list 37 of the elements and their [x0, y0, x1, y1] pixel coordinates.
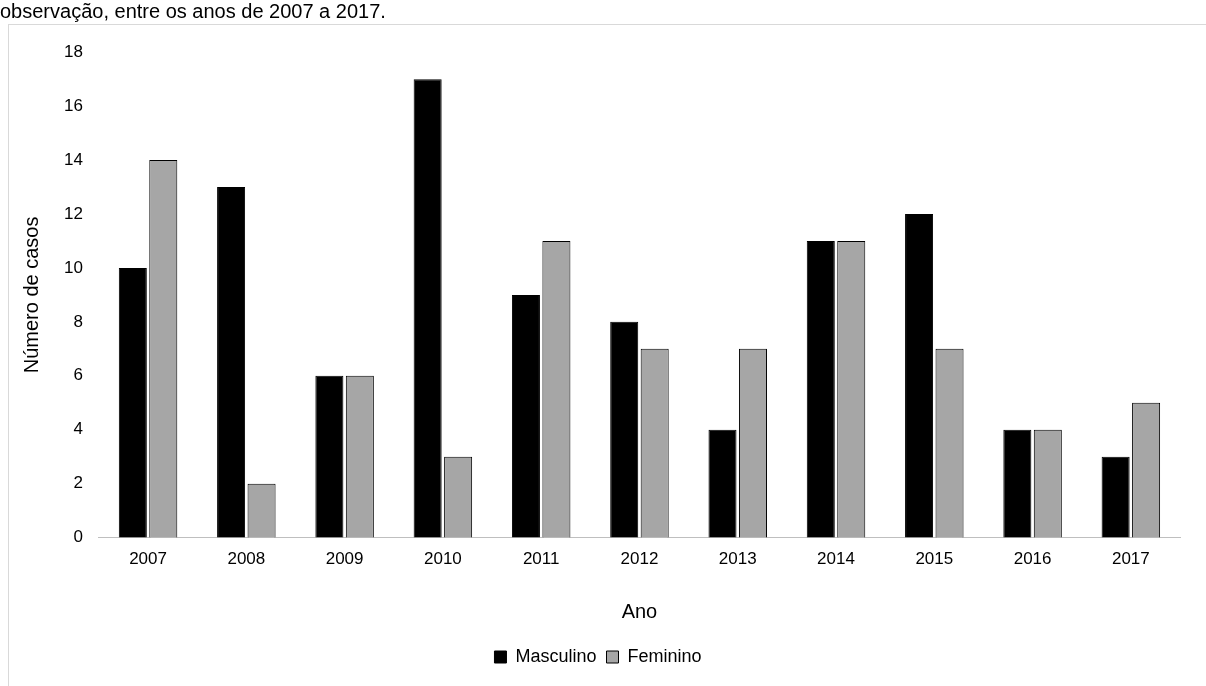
- x-tick-label: 2015: [915, 549, 954, 569]
- x-tick-label: 2013: [718, 549, 757, 569]
- bar: [413, 79, 442, 538]
- y-tick-label: 4: [73, 419, 83, 439]
- x-tick-label: 2014: [817, 549, 855, 569]
- y-tick-label: 0: [73, 527, 83, 547]
- legend-label: Feminino: [627, 645, 702, 666]
- x-tick-label: 2012: [620, 549, 659, 569]
- y-tick-label: 10: [63, 257, 83, 277]
- x-tick-label: 2017: [1111, 549, 1150, 569]
- y-tick-label: 16: [63, 95, 83, 115]
- x-tick-label: 2008: [227, 549, 266, 569]
- bar: [1003, 429, 1032, 538]
- x-tick-label: 2011: [522, 549, 560, 569]
- y-tick-label: 14: [63, 149, 83, 169]
- bar: [610, 321, 639, 538]
- y-tick-label: 18: [63, 41, 83, 61]
- bar: [217, 187, 246, 538]
- chart-title: observação, entre os anos de 2007 a 2017.: [0, 0, 387, 22]
- y-tick-label: 8: [73, 311, 83, 331]
- bar: [1101, 456, 1130, 538]
- bar: [806, 240, 835, 538]
- legend-label: Masculino: [515, 645, 597, 666]
- x-tick-label: 2009: [325, 549, 364, 569]
- x-tick-label: 2016: [1013, 549, 1052, 569]
- bar: [905, 214, 934, 538]
- bar: [118, 267, 147, 538]
- x-tick-label: 2007: [129, 549, 167, 569]
- bar: [708, 429, 737, 538]
- y-tick-label: 12: [63, 203, 83, 223]
- bar: [511, 294, 540, 538]
- y-tick-label: 2: [73, 473, 83, 493]
- bar: [315, 375, 344, 538]
- y-tick-label: 6: [73, 365, 83, 385]
- y-axis-title: Número de casos: [19, 216, 42, 374]
- x-axis-title: Ano: [621, 599, 658, 622]
- x-tick-label: 2010: [423, 549, 462, 569]
